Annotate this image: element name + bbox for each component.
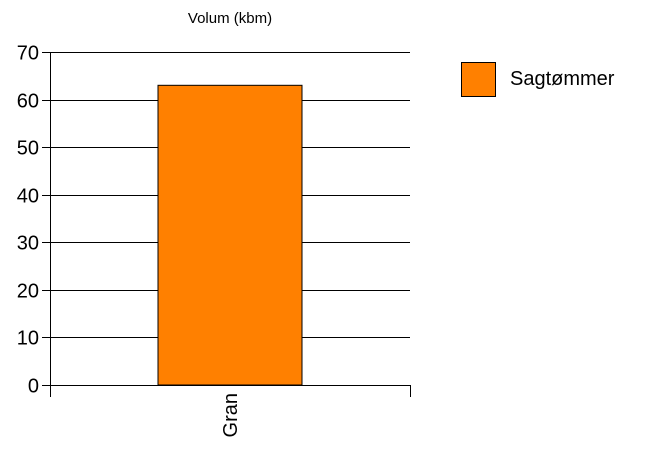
y-tick-label: 50 [17, 138, 39, 160]
y-tick-label: 20 [17, 281, 39, 303]
legend-swatch [461, 62, 496, 97]
y-tick-label: 10 [17, 328, 39, 350]
bars [157, 84, 303, 386]
axes [42, 52, 411, 397]
chart-title: Volum (kbm) [187, 10, 273, 27]
y-tick-label: 30 [17, 233, 39, 255]
y-tick-label: 60 [17, 91, 39, 113]
y-tick-label: 40 [17, 186, 39, 208]
x-tick-labels: Gran [220, 393, 242, 437]
y-tick-labels: 0 10 20 30 40 50 60 70 [17, 43, 39, 398]
y-tick-label: 70 [17, 43, 39, 65]
x-tick-label: Gran [220, 393, 242, 437]
bar-gran [157, 84, 303, 386]
legend-label: Sagtømmer [510, 68, 615, 90]
y-tick-label: 0 [28, 376, 39, 398]
legend: Sagtømmer [461, 62, 614, 97]
